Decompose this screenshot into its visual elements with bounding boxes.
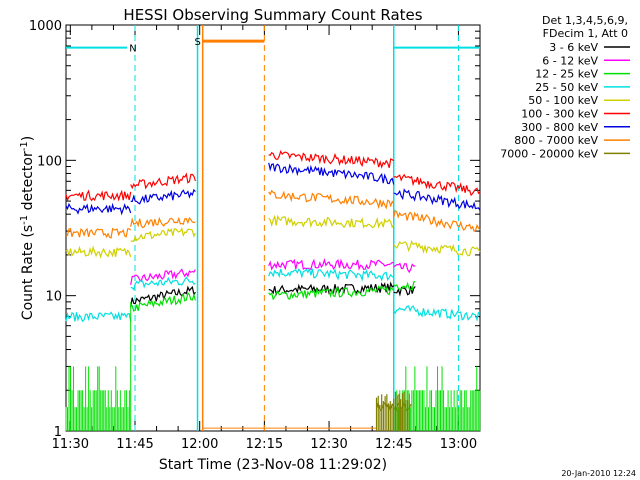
series-trace-0-3 (393, 286, 416, 297)
series-trace-7-1 (130, 216, 196, 229)
series-trace-2-2 (393, 281, 416, 291)
legend-item-label: 6 - 12 keV (542, 54, 598, 67)
series-trace-4-1 (130, 227, 196, 242)
series-trace-3-3 (393, 305, 481, 323)
series-trace-6-2 (268, 162, 395, 185)
legend-item-label: 100 - 300 keV (521, 108, 598, 121)
series-trace-5-1 (130, 172, 196, 190)
x-tick-label: 12:15 (246, 437, 283, 452)
x-tick-label: 13:00 (440, 437, 477, 452)
series-trace-6-3 (393, 188, 481, 211)
y-tick-label: 1 (54, 425, 62, 440)
series-trace-1-2 (393, 262, 416, 274)
x-tick-label: 11:45 (116, 437, 153, 452)
legend-item-label: 7000 - 20000 keV (500, 147, 598, 160)
series-trace-2-1 (268, 285, 395, 301)
series-trace-7-2 (268, 189, 395, 210)
x-tick-label: 12:45 (375, 437, 412, 452)
series-trace-3-2 (268, 267, 395, 282)
y-tick-label: 1000 (29, 19, 62, 34)
series-trace-2-0 (130, 291, 196, 312)
plot-area: 1 10 100 1000 11:30 11:45 12:00 12:15 12:30 12:45… (29, 19, 481, 452)
series-trace-5-2 (268, 150, 395, 169)
series-trace-4-2 (268, 214, 395, 229)
night-marker-label: N (129, 44, 136, 55)
footer-date: 20-Jan-2010 12:24 (561, 469, 636, 478)
x-axis-title: Start Time (23-Nov-08 11:29:02) (159, 457, 387, 473)
series-trace-6-0 (65, 202, 132, 216)
plot-frame (65, 24, 481, 432)
legend-item-label: 25 - 50 keV (535, 81, 598, 94)
x-tick-label: 12:00 (181, 437, 218, 452)
series-trace-4-3 (393, 240, 481, 257)
series-trace-5-0 (65, 189, 132, 202)
series-trace-1-1 (268, 257, 394, 271)
legend-header: FDecim 1, Att 0 (543, 27, 628, 40)
series-trace-3-1 (130, 276, 196, 291)
series-trace-5-3 (393, 173, 481, 197)
series-trace-4-0 (65, 245, 132, 259)
legend-item-label: 3 - 6 keV (549, 41, 598, 54)
series-trace-3-0 (65, 311, 132, 323)
series-trace-0-1 (130, 285, 196, 307)
legend-item-label: 300 - 800 keV (521, 121, 598, 134)
series-trace-6-1 (130, 188, 196, 205)
legend-item-label: 50 - 100 keV (528, 94, 598, 107)
legend-item-label: 800 - 7000 keV (514, 134, 598, 147)
y-axis-title: Count Rate (s-1 detector-1) (19, 136, 36, 320)
y-tick-label: 10 (45, 290, 62, 305)
series-trace-7-3 (393, 209, 481, 232)
x-tick-label: 12:30 (310, 437, 347, 452)
x-tick-label: 11:30 (52, 437, 89, 452)
saa-marker-label: S (195, 37, 201, 48)
chart-title: HESSI Observing Summary Count Rates (123, 6, 422, 24)
series-trace-7-0 (65, 227, 132, 239)
y-tick-label: 100 (37, 154, 62, 169)
series-trace-1-0 (130, 268, 196, 285)
legend-item-label: 12 - 25 keV (535, 68, 598, 81)
legend: Det 1,3,4,5,6,9,FDecim 1, Att 03 - 6 keV… (500, 14, 630, 160)
legend-header: Det 1,3,4,5,6,9, (542, 14, 628, 27)
